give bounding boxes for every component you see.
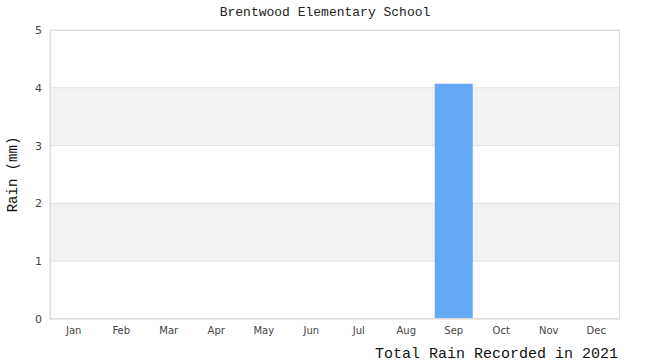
svg-text:Feb: Feb: [112, 325, 130, 336]
svg-text:Mar: Mar: [159, 325, 179, 336]
svg-text:Sep: Sep: [444, 325, 463, 336]
svg-text:Rain (mm): Rain (mm): [8, 137, 21, 213]
svg-text:4: 4: [35, 82, 42, 95]
svg-text:May: May: [253, 325, 274, 336]
svg-text:Oct: Oct: [493, 325, 510, 336]
svg-text:Jun: Jun: [302, 325, 319, 336]
svg-text:Jan: Jan: [65, 325, 81, 336]
svg-text:2: 2: [35, 197, 42, 210]
svg-text:Dec: Dec: [587, 325, 606, 336]
svg-text:Aug: Aug: [396, 325, 416, 336]
svg-text:Apr: Apr: [208, 325, 226, 336]
svg-text:Jul: Jul: [352, 325, 365, 336]
svg-text:Total Rain Recorded in 2021: Total Rain Recorded in 2021: [375, 346, 618, 360]
svg-text:0: 0: [35, 313, 42, 326]
svg-text:1: 1: [35, 255, 42, 268]
html-text:Brentwood Elementary School: Brentwood Elementary School: [219, 5, 431, 20]
svg-text:Nov: Nov: [539, 325, 559, 336]
svg-text:5: 5: [35, 24, 42, 37]
svg-text:3: 3: [35, 140, 42, 153]
